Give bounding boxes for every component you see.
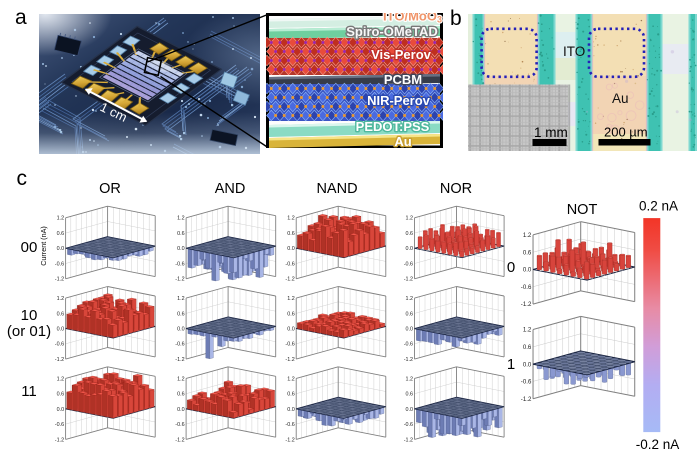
svg-text:-1.2: -1.2 bbox=[404, 357, 413, 363]
svg-text:1 mm: 1 mm bbox=[534, 125, 568, 140]
svg-text:1.2: 1.2 bbox=[57, 376, 65, 382]
svg-text:-0.6: -0.6 bbox=[285, 342, 294, 348]
svg-text:0.0: 0.0 bbox=[57, 246, 65, 252]
svg-text:0.6: 0.6 bbox=[57, 231, 65, 237]
svg-text:0.0: 0.0 bbox=[57, 327, 65, 333]
svg-text:Current (nA): Current (nA) bbox=[39, 226, 48, 266]
svg-text:-0.6: -0.6 bbox=[404, 342, 413, 348]
svg-text:0.6: 0.6 bbox=[287, 231, 295, 237]
svg-text:0.6: 0.6 bbox=[406, 392, 414, 398]
svg-text:1.2: 1.2 bbox=[406, 216, 414, 222]
svg-text:AND: AND bbox=[215, 181, 246, 197]
svg-text:-0.6: -0.6 bbox=[175, 342, 184, 348]
svg-text:0.0: 0.0 bbox=[406, 327, 414, 333]
svg-text:0: 0 bbox=[507, 259, 515, 276]
svg-text:0.0: 0.0 bbox=[523, 267, 532, 274]
svg-text:1.2: 1.2 bbox=[57, 216, 65, 222]
svg-text:0.6: 0.6 bbox=[177, 311, 185, 317]
svg-text:OR: OR bbox=[99, 181, 121, 197]
svg-text:-0.6: -0.6 bbox=[55, 342, 64, 348]
svg-text:-1.2: -1.2 bbox=[175, 357, 184, 363]
svg-text:PCBM: PCBM bbox=[383, 72, 421, 87]
svg-text:0.0: 0.0 bbox=[406, 246, 414, 252]
svg-text:0.0: 0.0 bbox=[523, 361, 532, 368]
svg-text:0.0: 0.0 bbox=[287, 407, 295, 413]
svg-text:1.2: 1.2 bbox=[287, 376, 295, 382]
svg-text:NIR-Perov: NIR-Perov bbox=[367, 93, 431, 108]
svg-text:0.6: 0.6 bbox=[57, 392, 65, 398]
svg-text:11: 11 bbox=[21, 383, 37, 400]
svg-text:1.2: 1.2 bbox=[177, 296, 185, 302]
svg-text:-0.6: -0.6 bbox=[55, 422, 64, 428]
svg-text:00: 00 bbox=[21, 239, 38, 256]
svg-text:0.6: 0.6 bbox=[406, 311, 414, 317]
svg-text:0.0: 0.0 bbox=[177, 246, 185, 252]
svg-text:-1.2: -1.2 bbox=[521, 301, 532, 308]
svg-text:-0.6: -0.6 bbox=[404, 422, 413, 428]
svg-text:-0.6: -0.6 bbox=[175, 422, 184, 428]
svg-text:1.2: 1.2 bbox=[177, 216, 185, 222]
svg-text:-1.2: -1.2 bbox=[55, 277, 64, 283]
svg-text:Spiro-OMeTAD: Spiro-OMeTAD bbox=[346, 24, 437, 39]
svg-text:0.0: 0.0 bbox=[177, 407, 185, 413]
svg-text:0.6: 0.6 bbox=[406, 231, 414, 237]
svg-text:-1.2: -1.2 bbox=[175, 277, 184, 283]
svg-text:Au: Au bbox=[612, 91, 629, 106]
svg-text:0.6: 0.6 bbox=[57, 311, 65, 317]
svg-text:-0.6: -0.6 bbox=[285, 422, 294, 428]
svg-text:0.2 nA: 0.2 nA bbox=[639, 199, 678, 214]
svg-text:-1.2: -1.2 bbox=[404, 437, 413, 443]
svg-text:-0.2 nA: -0.2 nA bbox=[636, 437, 680, 452]
svg-text:Vis-Perov: Vis-Perov bbox=[371, 47, 432, 62]
svg-text:NOT: NOT bbox=[567, 202, 598, 218]
svg-text:ITO/MoO3: ITO/MoO3 bbox=[383, 13, 442, 25]
svg-text:NOR: NOR bbox=[440, 181, 472, 197]
svg-text:-1.2: -1.2 bbox=[404, 277, 413, 283]
svg-text:-1.2: -1.2 bbox=[285, 277, 294, 283]
svg-text:1.2: 1.2 bbox=[523, 232, 532, 239]
svg-text:-0.6: -0.6 bbox=[404, 261, 413, 267]
svg-text:0.6: 0.6 bbox=[523, 249, 532, 256]
svg-text:1: 1 bbox=[507, 356, 515, 373]
svg-text:-1.2: -1.2 bbox=[285, 437, 294, 443]
svg-text:1.2: 1.2 bbox=[287, 216, 295, 222]
svg-text:1.2: 1.2 bbox=[287, 296, 295, 302]
svg-text:0.6: 0.6 bbox=[287, 311, 295, 317]
svg-text:0.6: 0.6 bbox=[287, 392, 295, 398]
svg-text:-0.6: -0.6 bbox=[285, 261, 294, 267]
svg-text:-1.2: -1.2 bbox=[55, 357, 64, 363]
svg-text:0.6: 0.6 bbox=[177, 231, 185, 237]
svg-text:-1.2: -1.2 bbox=[175, 437, 184, 443]
svg-text:-0.6: -0.6 bbox=[521, 379, 532, 386]
svg-text:-1.2: -1.2 bbox=[55, 437, 64, 443]
svg-text:-0.6: -0.6 bbox=[521, 284, 532, 291]
svg-text:0.6: 0.6 bbox=[177, 392, 185, 398]
svg-text:-1.2: -1.2 bbox=[521, 396, 532, 403]
svg-text:1.2: 1.2 bbox=[406, 376, 414, 382]
svg-text:-0.6: -0.6 bbox=[55, 261, 64, 267]
svg-text:0.6: 0.6 bbox=[523, 344, 532, 351]
svg-text:0.0: 0.0 bbox=[406, 407, 414, 413]
svg-text:200 µm: 200 µm bbox=[604, 125, 648, 140]
svg-text:(or 01): (or 01) bbox=[7, 323, 51, 340]
svg-text:0.0: 0.0 bbox=[57, 407, 65, 413]
svg-text:1.2: 1.2 bbox=[406, 296, 414, 302]
svg-text:1.2: 1.2 bbox=[57, 296, 65, 302]
svg-text:0.0: 0.0 bbox=[177, 327, 185, 333]
svg-text:ITO: ITO bbox=[563, 44, 585, 59]
svg-text:10: 10 bbox=[21, 307, 38, 324]
svg-text:NAND: NAND bbox=[316, 181, 357, 197]
svg-text:Au: Au bbox=[394, 134, 411, 149]
svg-text:PEDOT:PSS: PEDOT:PSS bbox=[355, 119, 429, 134]
svg-text:-1.2: -1.2 bbox=[285, 357, 294, 363]
svg-text:1.2: 1.2 bbox=[523, 327, 532, 334]
svg-text:1.2: 1.2 bbox=[177, 376, 185, 382]
svg-text:-0.6: -0.6 bbox=[175, 261, 184, 267]
svg-text:0.0: 0.0 bbox=[287, 327, 295, 333]
svg-text:0.0: 0.0 bbox=[287, 246, 295, 252]
